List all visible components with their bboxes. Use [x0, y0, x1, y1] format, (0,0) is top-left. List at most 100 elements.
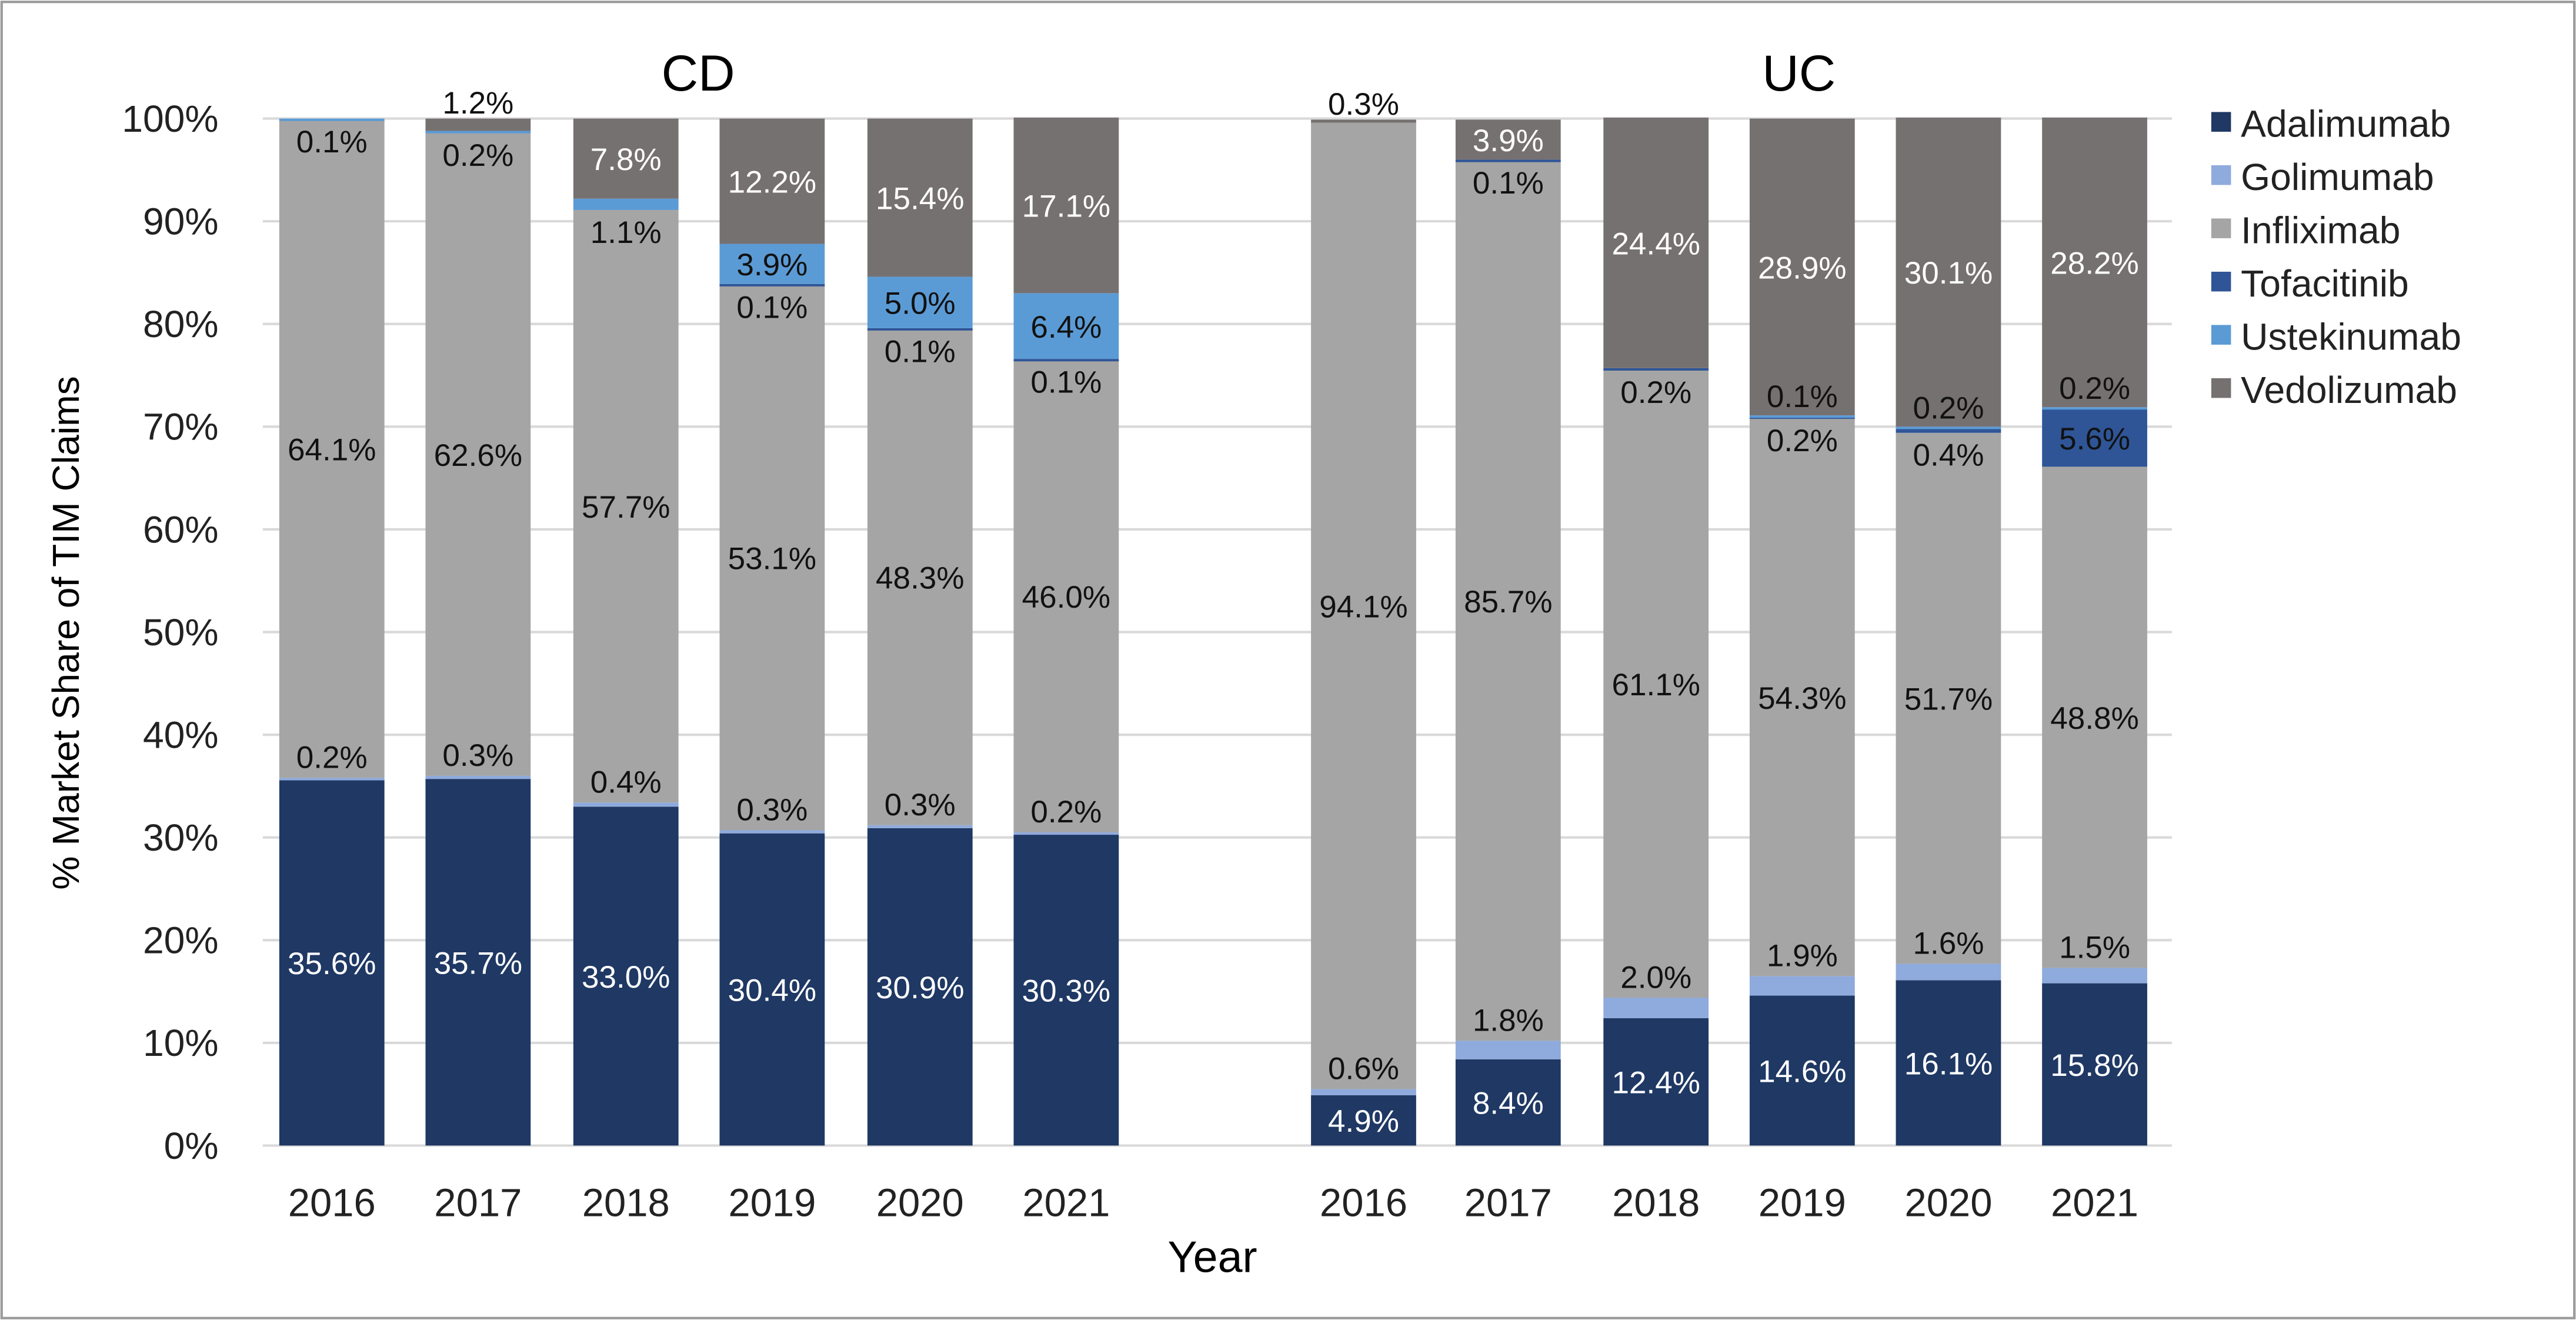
bar-segment-vedolizumab — [1455, 119, 1561, 160]
data-label: 30.9% — [876, 971, 964, 1005]
data-label: 12.2% — [728, 165, 816, 200]
data-label: 1.8% — [1473, 1004, 1544, 1038]
data-label: 0.2% — [2059, 371, 2130, 406]
bar-segment-infliximab — [425, 133, 531, 776]
bar-segment-golimumab — [425, 775, 531, 779]
bar-segment-vedolizumab — [1311, 119, 1416, 123]
data-label: 30.3% — [1022, 974, 1110, 1008]
x-tick-label: 2016 — [288, 1181, 376, 1225]
data-label: 0.1% — [1473, 166, 1544, 201]
data-label: 15.4% — [876, 182, 964, 216]
bar-segment-golimumab — [719, 830, 825, 834]
legend-label: Infliximab — [2241, 209, 2400, 251]
bar-segment-vedolizumab — [1896, 117, 2001, 427]
bar-segment-tofacitinib — [2042, 409, 2147, 467]
bar-segment-infliximab — [1311, 122, 1416, 1089]
x-axis-label: Year — [1167, 1232, 1257, 1282]
data-label: 0.1% — [736, 290, 807, 325]
legend-swatch-vedolizumab — [2211, 378, 2231, 398]
bar-segment-ustekinumab — [2042, 407, 2147, 410]
bar-segment-infliximab — [573, 209, 679, 803]
data-label: 0.2% — [1767, 424, 1838, 458]
panel-title-cd: CD — [662, 45, 735, 102]
data-label: 57.7% — [582, 490, 670, 525]
data-label: 62.6% — [434, 438, 522, 473]
data-label: 0.1% — [1030, 365, 1102, 400]
bar-segment-vedolizumab — [2042, 117, 2147, 408]
y-tick-label: 70% — [143, 406, 219, 448]
bar-segment-tofacitinib — [719, 284, 825, 286]
data-label: 28.2% — [2050, 246, 2138, 281]
data-label: 0.4% — [590, 765, 662, 800]
data-label: 6.4% — [1030, 310, 1102, 345]
bar-segment-adalimumab — [1896, 980, 2001, 1146]
bar-segment-golimumab — [1896, 964, 2001, 981]
x-tick-label: 2020 — [1904, 1181, 1992, 1225]
x-tick-label: 2016 — [1320, 1181, 1407, 1225]
bar-segment-infliximab — [2042, 466, 2147, 968]
data-label: 17.1% — [1022, 189, 1110, 224]
bar-segment-golimumab — [573, 802, 679, 807]
bar-segment-vedolizumab — [719, 118, 825, 244]
data-label: 5.0% — [885, 286, 956, 321]
data-label: 0.2% — [296, 741, 368, 775]
bar-segment-adalimumab — [573, 806, 679, 1146]
x-tick-label: 2018 — [1612, 1181, 1700, 1225]
bar-segment-vedolizumab — [1749, 118, 1855, 416]
bar-segment-tofacitinib — [1455, 159, 1561, 162]
data-label: 3.9% — [736, 248, 807, 282]
data-label: 1.2% — [442, 86, 513, 121]
data-label: 0.2% — [1030, 795, 1102, 829]
data-label: 1.9% — [1767, 939, 1838, 974]
data-label: 0.3% — [1328, 87, 1399, 122]
bar-segment-tofacitinib — [867, 328, 973, 331]
legend-label: Vedolizumab — [2241, 369, 2457, 411]
legend-swatch-infliximab — [2211, 218, 2231, 238]
data-label: 7.8% — [590, 142, 662, 177]
bar-segment-adalimumab — [1455, 1059, 1561, 1146]
x-tick-label: 2018 — [582, 1181, 670, 1225]
data-label: 0.1% — [296, 125, 368, 159]
data-label: 0.3% — [442, 738, 513, 773]
bar-segment-ustekinumab — [1013, 293, 1119, 359]
bar-segment-ustekinumab — [1749, 415, 1855, 418]
data-label: 61.1% — [1611, 668, 1700, 702]
data-label: 35.6% — [288, 946, 376, 981]
bar-segment-tofacitinib — [1603, 368, 1709, 371]
bar-segment-ustekinumab — [279, 118, 385, 121]
x-tick-label: 2020 — [876, 1181, 964, 1225]
data-label: 53.1% — [728, 541, 816, 576]
data-label: 15.8% — [2050, 1048, 2138, 1083]
legend-swatch-golimumab — [2211, 165, 2231, 185]
data-label: 0.1% — [885, 334, 956, 369]
bar-segment-ustekinumab — [425, 131, 531, 134]
bar-segment-golimumab — [279, 778, 385, 781]
bar-segment-adalimumab — [279, 779, 385, 1146]
bar-segment-adalimumab — [425, 779, 531, 1146]
bar-segment-vedolizumab — [1603, 117, 1709, 368]
bar-segment-infliximab — [279, 119, 385, 778]
data-label: 0.2% — [1913, 391, 1984, 425]
bar-segment-adalimumab — [1311, 1095, 1416, 1146]
bar-segment-infliximab — [719, 285, 825, 831]
bar-segment-adalimumab — [719, 833, 825, 1146]
data-label: 51.7% — [1904, 682, 1993, 717]
y-tick-label: 10% — [143, 1022, 219, 1064]
legend-label: Adalimumab — [2241, 102, 2451, 145]
bar-segment-golimumab — [1311, 1089, 1416, 1095]
bar-segment-tofacitinib — [1013, 359, 1119, 362]
y-tick-label: 30% — [143, 816, 219, 859]
legend-label: Golimumab — [2241, 156, 2434, 198]
data-label: 48.8% — [2050, 701, 2138, 736]
bar-segment-adalimumab — [1603, 1018, 1709, 1146]
data-label: 16.1% — [1904, 1046, 1993, 1081]
x-tick-label: 2021 — [1022, 1181, 1110, 1225]
data-label: 54.3% — [1758, 681, 1846, 716]
y-tick-label: 100% — [122, 98, 218, 140]
data-label: 0.2% — [442, 138, 513, 173]
data-label: 48.3% — [876, 561, 964, 596]
data-label: 0.6% — [1328, 1052, 1399, 1086]
data-label: 12.4% — [1611, 1066, 1700, 1101]
x-tick-label: 2021 — [2051, 1181, 2138, 1225]
